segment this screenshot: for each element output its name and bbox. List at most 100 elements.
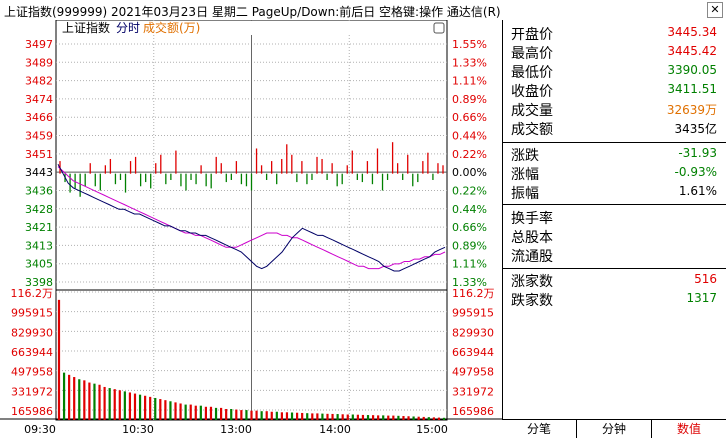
volume-tick-label: 331972 bbox=[11, 385, 53, 398]
quote-value: -0.93% bbox=[674, 165, 717, 179]
quote-row: 最高价 3445.42 bbox=[511, 43, 721, 62]
percent-tick-label: 0.89% bbox=[452, 239, 487, 252]
volume-tick-label: 663944 bbox=[11, 346, 53, 359]
quote-row: 成交额 3435亿 bbox=[511, 119, 721, 138]
price-tick-label: 3466 bbox=[25, 111, 53, 124]
percent-tick-label: 1.33% bbox=[452, 276, 487, 289]
price-tick-label: 3421 bbox=[25, 221, 53, 234]
time-tick-label: 14:00 bbox=[319, 423, 351, 436]
quote-row: 总股本 bbox=[511, 227, 721, 246]
price-tick-label: 3482 bbox=[25, 75, 53, 88]
quote-label: 最低价 bbox=[511, 65, 553, 81]
quote-value: 3445.34 bbox=[667, 25, 717, 39]
quote-row: 收盘价 3411.51 bbox=[511, 81, 721, 100]
quote-row: 涨幅 -0.93% bbox=[511, 164, 721, 183]
quote-value: 1317 bbox=[686, 291, 717, 305]
bottom-tabs: 分笔 分钟 数值 bbox=[502, 419, 726, 438]
quote-row: 成交量 32639万 bbox=[511, 100, 721, 119]
close-icon[interactable]: ✕ bbox=[707, 2, 723, 18]
volume-tick-label-right: 116.2万 bbox=[452, 287, 495, 300]
window-title: 上证指数(999999) 2021年03月23日 星期二 PageUp/Down… bbox=[4, 5, 501, 19]
price-tick-label: 3489 bbox=[25, 56, 53, 69]
quote-label: 开盘价 bbox=[511, 27, 553, 43]
panel-divider bbox=[503, 268, 726, 269]
quote-label: 跌家数 bbox=[511, 293, 553, 309]
volume-tick-label-right: 497958 bbox=[452, 366, 494, 379]
price-tick-label: 3413 bbox=[25, 239, 53, 252]
quote-label: 换手率 bbox=[511, 211, 553, 227]
panel-divider bbox=[503, 142, 726, 143]
quote-label: 成交额 bbox=[511, 122, 553, 138]
legend-index-name: 上证指数 bbox=[62, 20, 110, 35]
quote-label: 涨幅 bbox=[511, 167, 539, 183]
percent-tick-label: 0.44% bbox=[452, 203, 487, 216]
quote-label: 涨跌 bbox=[511, 148, 539, 164]
percent-tick-label: 1.33% bbox=[452, 56, 487, 69]
volume-tick-label-right: 165986 bbox=[452, 405, 494, 418]
volume-tick-label: 116.2万 bbox=[11, 287, 54, 300]
quote-row: 流通股 bbox=[511, 246, 721, 265]
volume-tick-label-right: 331972 bbox=[452, 385, 494, 398]
percent-tick-label: 1.55% bbox=[452, 38, 487, 51]
quote-label: 收盘价 bbox=[511, 84, 553, 100]
panel-divider bbox=[503, 204, 726, 205]
percent-tick-label: 0.89% bbox=[452, 93, 487, 106]
quote-value: 516 bbox=[694, 272, 717, 286]
volume-tick-label: 829930 bbox=[11, 326, 53, 339]
time-tick-label: 09:30 bbox=[24, 423, 56, 436]
average-price-line bbox=[57, 166, 446, 270]
quote-label: 流通股 bbox=[511, 249, 553, 265]
quote-row: 跌家数 1317 bbox=[511, 290, 721, 309]
legend-series-amount: 成交额(万) bbox=[143, 20, 200, 35]
index-price-line bbox=[57, 163, 446, 272]
price-tick-label: 3497 bbox=[25, 38, 53, 51]
quote-label: 涨家数 bbox=[511, 274, 553, 290]
volume-tick-label: 165986 bbox=[11, 405, 53, 418]
quote-value: 32639万 bbox=[666, 103, 717, 117]
percent-tick-label: 0.44% bbox=[452, 130, 487, 143]
quote-row: 换手率 bbox=[511, 208, 721, 227]
chart-options-icon[interactable] bbox=[433, 22, 445, 34]
window-titlebar: 上证指数(999999) 2021年03月23日 星期二 PageUp/Down… bbox=[0, 0, 726, 20]
quote-value: 3411.51 bbox=[667, 82, 717, 96]
quote-value: 3390.05 bbox=[667, 63, 717, 77]
time-tick-label: 10:30 bbox=[122, 423, 154, 436]
price-tick-label: 3405 bbox=[25, 258, 53, 271]
percent-tick-label: 1.11% bbox=[452, 258, 487, 271]
quote-row: 涨跌 -31.93 bbox=[511, 145, 721, 164]
percent-tick-label: 0.22% bbox=[452, 148, 487, 161]
volume-tick-label-right: 663944 bbox=[452, 346, 494, 359]
quote-label: 成交量 bbox=[511, 103, 553, 119]
price-tick-label: 3398 bbox=[25, 276, 53, 289]
intraday-chart[interactable]: 3497 1.55% 3489 1.33% 3482 1.11% 3474 0.89% 3466… bbox=[0, 20, 502, 437]
percent-tick-label: 1.11% bbox=[452, 75, 487, 88]
quote-label: 振幅 bbox=[511, 186, 539, 202]
volume-tick-label: 497958 bbox=[11, 366, 53, 379]
tab-minutes[interactable]: 分钟 bbox=[577, 420, 652, 438]
time-tick-label: 13:00 bbox=[220, 423, 252, 436]
quote-row: 开盘价 3445.34 bbox=[511, 24, 721, 43]
quote-label: 总股本 bbox=[511, 230, 553, 246]
tab-values[interactable]: 数值 bbox=[676, 422, 701, 436]
price-tick-label: 3428 bbox=[25, 203, 53, 216]
percent-tick-label: 0.66% bbox=[452, 221, 487, 234]
quote-value: 3435亿 bbox=[674, 122, 717, 136]
quote-value: 1.61% bbox=[678, 184, 717, 198]
volume-tick-label-right: 995915 bbox=[452, 307, 494, 320]
volume-tick-label: 995915 bbox=[11, 307, 53, 320]
quote-value: -31.93 bbox=[678, 146, 717, 160]
legend-bg bbox=[57, 21, 446, 35]
price-tick-label: 3474 bbox=[25, 93, 53, 106]
quote-label: 最高价 bbox=[511, 46, 553, 62]
price-tick-label: 3443 bbox=[25, 166, 53, 179]
quote-row: 最低价 3390.05 bbox=[511, 62, 721, 81]
percent-tick-label: 0.00% bbox=[452, 166, 487, 179]
quote-value: 3445.42 bbox=[667, 44, 717, 58]
tab-ticks[interactable]: 分笔 bbox=[502, 420, 577, 438]
price-tick-label: 3451 bbox=[25, 148, 53, 161]
volume-tick-label-right: 829930 bbox=[452, 326, 494, 339]
time-tick-label: 15:00 bbox=[416, 423, 448, 436]
legend-series-price: 分时 bbox=[116, 21, 140, 35]
price-tick-label: 3459 bbox=[25, 130, 53, 143]
percent-tick-label: 0.22% bbox=[452, 184, 487, 197]
